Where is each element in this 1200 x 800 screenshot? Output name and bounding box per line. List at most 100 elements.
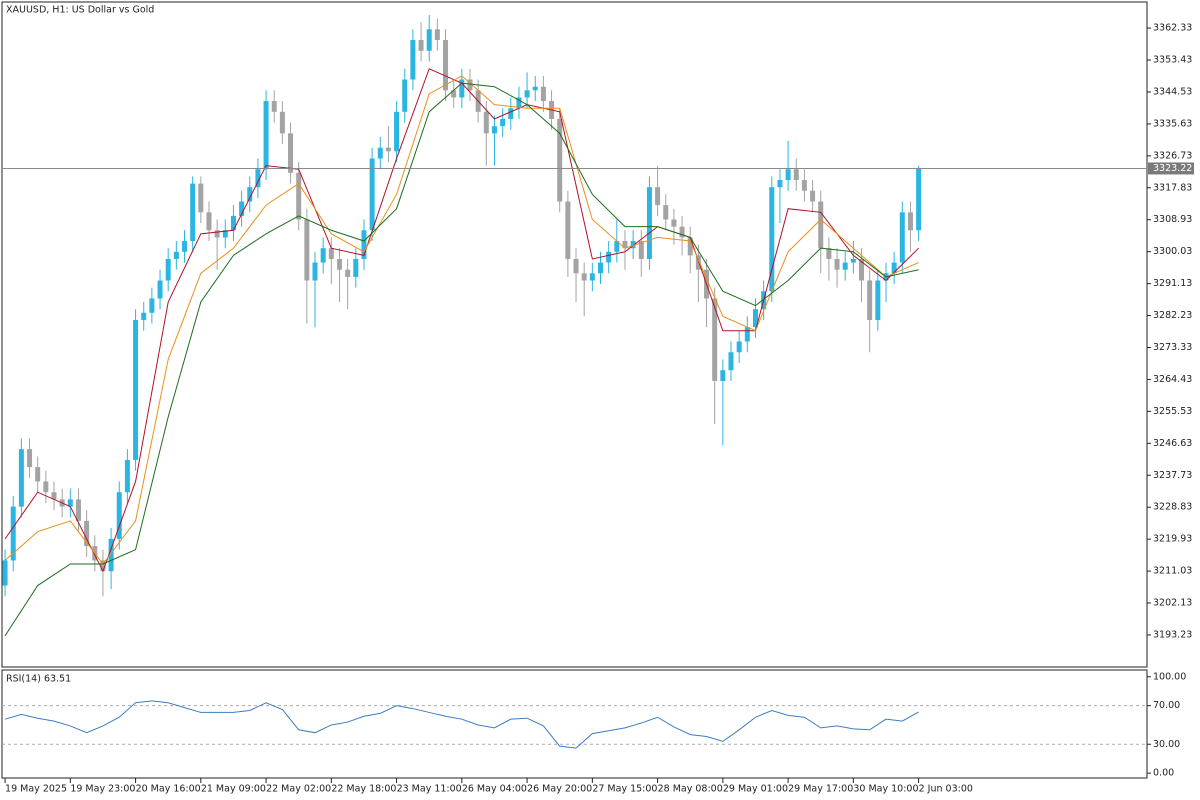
- candle-body: [459, 79, 465, 98]
- candle-body: [255, 169, 261, 188]
- candle-body: [524, 90, 530, 98]
- candle-body: [785, 169, 791, 181]
- candle-body: [402, 79, 408, 112]
- candle-body: [345, 269, 351, 277]
- candle-body: [630, 241, 636, 249]
- candle-body: [597, 262, 603, 274]
- candle-body: [646, 187, 652, 259]
- moving-average: [4, 75, 919, 565]
- x-tick-label: 23 May 11:00: [397, 784, 462, 795]
- candle-body: [712, 298, 718, 381]
- candle-body: [35, 467, 41, 482]
- x-tick-label: 27 May 15:00: [592, 784, 657, 795]
- y-tick-label: 3219.93: [1153, 534, 1192, 545]
- y-tick-label: 3308.93: [1153, 214, 1192, 225]
- candle-body: [532, 86, 538, 91]
- y-tick-label: 3362.33: [1153, 23, 1192, 34]
- y-tick-label: 3237.73: [1153, 470, 1192, 481]
- candle-body: [10, 506, 16, 561]
- y-tick-label: 3353.43: [1153, 55, 1192, 66]
- x-tick-label: 29 May 01:00: [723, 784, 788, 795]
- y-tick-label: 3326.73: [1153, 150, 1192, 161]
- y-tick-label: 3211.03: [1153, 566, 1192, 577]
- candle-body: [361, 230, 367, 259]
- candle-body: [67, 499, 73, 507]
- candle-body: [663, 205, 669, 220]
- main-frame: [1, 1, 1148, 668]
- y-tick-label: 3282.23: [1153, 310, 1192, 321]
- candle-body: [801, 180, 807, 191]
- candle-body: [736, 341, 742, 353]
- moving-average: [4, 82, 919, 637]
- candle-body: [133, 319, 139, 460]
- candle-body: [230, 215, 236, 231]
- candle-body: [369, 158, 375, 231]
- y-tick-label: 3317.83: [1153, 182, 1192, 193]
- candle-body: [2, 560, 8, 586]
- candle-body: [149, 298, 155, 313]
- x-tick-label: 30 May 10:00: [853, 784, 918, 795]
- candle-body: [483, 111, 489, 134]
- candle-body: [43, 481, 49, 493]
- candle-body: [328, 248, 334, 259]
- candle-body: [377, 147, 383, 159]
- candle-body: [385, 147, 391, 152]
- candle-body: [157, 280, 163, 299]
- candle-body: [622, 241, 628, 249]
- rsi-frame: [1, 669, 1148, 779]
- candle-body: [418, 40, 424, 51]
- x-tick-label: 26 May 04:00: [462, 784, 527, 795]
- candle-body: [793, 169, 799, 181]
- y-tick-label: 3335.63: [1153, 118, 1192, 129]
- candle-body: [198, 183, 204, 213]
- candle-body: [116, 492, 122, 539]
- candle-body: [720, 370, 726, 381]
- candle-body: [687, 237, 693, 256]
- y-tick-label: 0.00: [1153, 768, 1174, 779]
- candle-body: [279, 111, 285, 134]
- candle-body: [173, 251, 179, 259]
- x-tick-label: 19 May 2025: [5, 784, 67, 795]
- x-tick-label: 29 May 17:00: [788, 784, 853, 795]
- candle-body: [353, 258, 359, 277]
- y-tick-label: 3255.53: [1153, 406, 1192, 417]
- y-tick-label: 3344.53: [1153, 86, 1192, 97]
- x-tick-label: 26 May 20:00: [527, 784, 592, 795]
- candle-body: [744, 327, 750, 342]
- current-price-box: [1148, 162, 1194, 175]
- y-tick-label: 3264.43: [1153, 374, 1192, 385]
- candle-body: [491, 126, 497, 134]
- candle-body: [540, 86, 546, 102]
- candle-body: [75, 499, 81, 521]
- candle-body: [27, 449, 33, 468]
- candle-body: [263, 101, 269, 170]
- rsi-title: RSI(14) 63.51: [6, 674, 71, 685]
- y-tick-label: 30.00: [1153, 739, 1180, 750]
- candle-body: [451, 90, 457, 98]
- y-tick-label: 3202.13: [1153, 598, 1192, 609]
- chart-title: XAUUSD, H1: US Dollar vs Gold: [6, 5, 154, 16]
- x-tick-label: 22 May 02:00: [266, 784, 331, 795]
- candle-body: [573, 258, 579, 274]
- candle-body: [916, 168, 922, 231]
- candle-body: [777, 180, 783, 188]
- x-tick-label: 19 May 23:00: [70, 784, 135, 795]
- candle-body: [288, 133, 294, 173]
- candle-body: [296, 172, 302, 220]
- candle-body: [875, 280, 881, 320]
- y-tick-label: 3228.83: [1153, 502, 1192, 513]
- y-tick-label: 3193.23: [1153, 629, 1192, 640]
- candle-body: [907, 212, 913, 231]
- candle-body: [557, 118, 563, 202]
- candle-body: [124, 459, 130, 493]
- candle-body: [834, 258, 840, 270]
- candle-body: [336, 258, 342, 270]
- x-tick-label: 20 May 16:00: [136, 784, 201, 795]
- candle-body: [850, 258, 856, 263]
- x-tick-label: 28 May 08:00: [658, 784, 723, 795]
- candle-body: [312, 262, 318, 281]
- candle-body: [508, 108, 514, 119]
- candle-body: [239, 201, 245, 216]
- candle-body: [671, 219, 677, 227]
